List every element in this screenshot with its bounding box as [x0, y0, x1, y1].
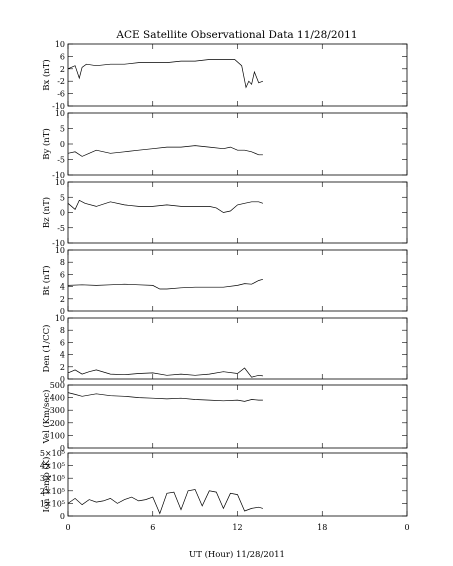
panel-frame-vel [67, 384, 408, 449]
y-tick-label: 300 [50, 406, 65, 415]
x-tick-label: 6 [150, 523, 155, 532]
y-tick-label: 6 [60, 270, 65, 279]
y-axis-label-den: Den (1/CC) [41, 325, 52, 373]
y-tick-label: 4 [60, 351, 65, 360]
y-tick-label: 0 [60, 512, 65, 521]
y-tick-label: 8 [60, 258, 65, 267]
y-tick-label: 0 [60, 444, 65, 453]
series-line-vel [67, 392, 263, 402]
y-tick-label: 6 [60, 338, 65, 347]
x-tick-label: 0 [404, 523, 409, 532]
panel-frame-temp [67, 452, 408, 517]
y-tick-label: -5 [57, 156, 65, 165]
x-tick-label: 12 [232, 523, 242, 532]
y-axis-label-bx: Bx (nT) [41, 59, 52, 91]
x-tick-labels: 0 6 12 18 0 [65, 523, 409, 532]
y-tick-label: -10 [52, 171, 65, 180]
y-axis-label-temp: Ion Temp (K) [41, 457, 52, 513]
y-axis-label-bt: Bt (nT) [41, 265, 52, 295]
series-line-temp [67, 489, 263, 515]
y-tick-label: 10 [55, 40, 65, 49]
y-tick-label: -6 [57, 90, 65, 99]
y-tick-label: 100 [50, 431, 65, 440]
y-tick-label: 8 [60, 326, 65, 335]
y-tick-label: 0 [60, 307, 65, 316]
y-tick-label: 0 [60, 375, 65, 384]
panel-vel: 500 400 300 200 100 0 Vel (Km/sec) [41, 381, 408, 453]
y-tick-label: 3×10⁵ [40, 474, 65, 483]
y-axis-label-by: By (nT) [41, 128, 52, 160]
y-axis-label-bz: Bz (nT) [41, 197, 52, 228]
panel-den: 10 8 6 4 2 0 Den (1/CC) [41, 314, 408, 384]
y-tick-label: 5 [60, 193, 65, 202]
panel-temp: 5×10⁵ 4×10⁵ 3×10⁵ 2×10⁵ 1×10⁵ 0 Ion Temp (K) [40, 449, 408, 521]
x-tick-label: 18 [317, 523, 327, 532]
y-tick-label: 2 [60, 363, 65, 372]
y-tick-label: 4 [60, 283, 65, 292]
y-tick-label: 5×10⁵ [40, 449, 65, 458]
x-tick-label: 0 [65, 523, 70, 532]
series-line-bz [67, 199, 264, 213]
y-tick-label: 2 [60, 65, 65, 74]
y-tick-label: 2 [60, 295, 65, 304]
y-tick-label: 5 [60, 125, 65, 134]
panel-frame-bx [67, 43, 408, 107]
y-tick-label: 1×10⁵ [40, 499, 65, 508]
y-tick-label: -10 [52, 102, 65, 111]
y-tick-label: -10 [52, 239, 65, 248]
y-tick-label: 400 [50, 394, 65, 403]
panel-bx: 10 6 2 -2 -6 -10 Bx (nT) [41, 40, 408, 111]
series-line-by [67, 145, 263, 157]
y-tick-label: 10 [55, 178, 65, 187]
series-line-bt [67, 278, 263, 290]
series-line-bx [67, 59, 264, 89]
y-tick-label: 10 [55, 109, 65, 118]
y-tick-label: 10 [55, 314, 65, 323]
panels-group: 10 6 2 -2 -6 -10 Bx (nT) 10 5 0 -5 -10 By (nT) 10 5 0 -5… [40, 40, 408, 521]
panel-frame-by [67, 112, 408, 176]
y-tick-label: -5 [57, 224, 65, 233]
chart-title: ACE Satellite Observational Data 11/28/2… [115, 29, 357, 41]
panel-frame-bt [67, 249, 408, 312]
y-tick-label: 6 [60, 52, 65, 61]
panel-bz: 10 5 0 -5 -10 Bz (nT) [41, 178, 408, 248]
y-tick-label: 4×10⁵ [40, 462, 65, 471]
y-tick-label: 200 [50, 419, 65, 428]
y-axis-label-vel: Vel (Km/sec) [41, 390, 52, 445]
panel-bt: 10 8 6 4 2 0 Bt (nT) [41, 246, 408, 316]
y-tick-label: 10 [55, 246, 65, 255]
y-tick-label: -2 [57, 77, 65, 86]
y-tick-label: 0 [60, 140, 65, 149]
y-tick-label: 0 [60, 209, 65, 218]
panel-frame-den [67, 317, 408, 380]
y-tick-label: 2×10⁵ [40, 487, 65, 496]
panel-by: 10 5 0 -5 -10 By (nT) [41, 109, 408, 180]
series-line-den [67, 367, 263, 378]
x-axis-label: UT (Hour) 11/28/2011 [189, 549, 285, 560]
y-tick-label: 500 [50, 381, 65, 390]
panel-frame-bz [67, 181, 408, 244]
